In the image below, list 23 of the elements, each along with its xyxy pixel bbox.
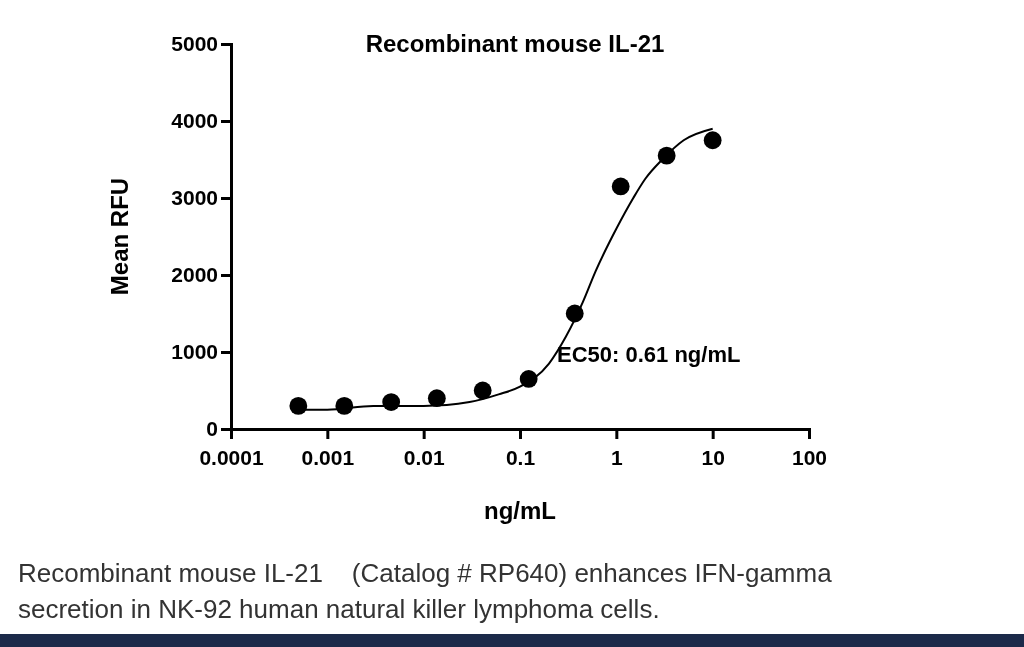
x-tick-label: 0.001 (301, 446, 355, 470)
y-axis-title: Mean RFU (106, 177, 133, 296)
point (611, 177, 630, 196)
point (427, 389, 446, 408)
y-tick-label: 4000 (171, 109, 218, 133)
y-tick-label: 3000 (171, 186, 218, 210)
text: Recombinant mouse IL-21 (Catalog # RP640) enhances IFN-gamma secretion in NK-92 human natural killer lymphoma cells. (18, 558, 833, 624)
x-tick-label: 10 (701, 446, 725, 470)
point (703, 131, 722, 150)
y-tick-label: 5000 (171, 32, 218, 56)
y-tick-label: 2000 (171, 263, 218, 287)
x-tick-label: 0.01 (403, 446, 445, 470)
point (289, 397, 308, 415)
x-axis-title: ng/mL (484, 497, 556, 524)
chart-title: Recombinant mouse IL-21 (365, 30, 665, 57)
y-tick-label: 1000 (171, 340, 218, 364)
x-tick-label: 0.1 (505, 446, 536, 470)
x-tick-label: 0.0001 (199, 446, 264, 470)
y-tick-label: 0 (206, 417, 218, 441)
x-tick-label: 100 (791, 446, 828, 470)
x-tick-label: 1 (610, 446, 623, 470)
point (473, 381, 492, 400)
annotation: EC50: 0.61 ng/mL (557, 342, 741, 367)
